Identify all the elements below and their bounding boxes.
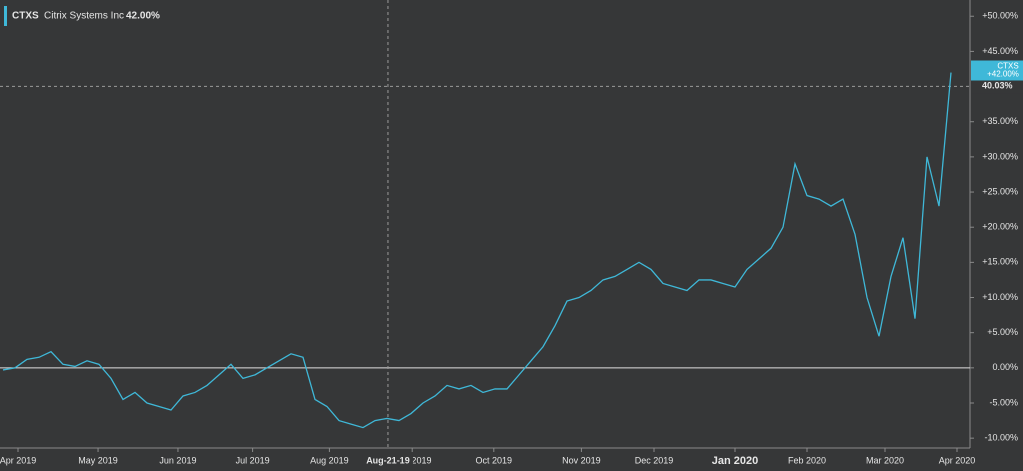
legend-symbol: CTXS [12, 11, 39, 22]
y-tick-label: +35.00% [982, 116, 1018, 126]
legend-name: Citrix Systems Inc [44, 11, 124, 22]
legend-swatch [4, 6, 7, 26]
x-tick-label: Feb 2020 [788, 455, 826, 465]
y-tick-label: 0.00% [992, 362, 1018, 372]
y-tick-label: +5.00% [987, 327, 1018, 337]
series-line [2, 72, 952, 429]
y-tick-label: +20.00% [982, 222, 1018, 232]
y-tick-label: +15.00% [982, 257, 1018, 267]
x-tick-label: Mar 2020 [866, 455, 904, 465]
x-tick-label: Jan 2020 [712, 455, 758, 467]
y-tick-label: +25.00% [982, 186, 1018, 196]
y-tick-label: +10.00% [982, 292, 1018, 302]
x-tick-label: May 2019 [78, 455, 118, 465]
x-tick-label: Oct 2019 [476, 455, 513, 465]
x-tick-label: Nov 2019 [562, 455, 601, 465]
legend-value: 42.00% [126, 11, 160, 22]
y-tick-label: -10.00% [984, 433, 1018, 443]
last-value-tag [971, 60, 1023, 81]
y-tick-label: +45.00% [982, 46, 1018, 56]
x-tick-label: Dec 2019 [635, 455, 674, 465]
x-tick-label: Apr 2020 [939, 455, 976, 465]
crosshair-y-box [972, 79, 1023, 94]
x-tick-label: Apr 2019 [0, 455, 36, 465]
crosshair-x-label: Aug-21-19 [366, 455, 410, 465]
y-tick-label: -5.00% [989, 397, 1018, 407]
y-tick-label: +30.00% [982, 151, 1018, 161]
x-tick-label: Jul 2019 [236, 455, 270, 465]
x-tick-label: Jun 2019 [159, 455, 196, 465]
crosshair-x-box [362, 454, 413, 468]
crosshair-y-label: 40.03% [982, 81, 1013, 91]
y-tick-label: +50.00% [982, 11, 1018, 21]
tag-name: CTXS [997, 62, 1018, 71]
x-tick-label: Aug 2019 [310, 455, 349, 465]
tag-value: +42.00% [987, 70, 1019, 79]
